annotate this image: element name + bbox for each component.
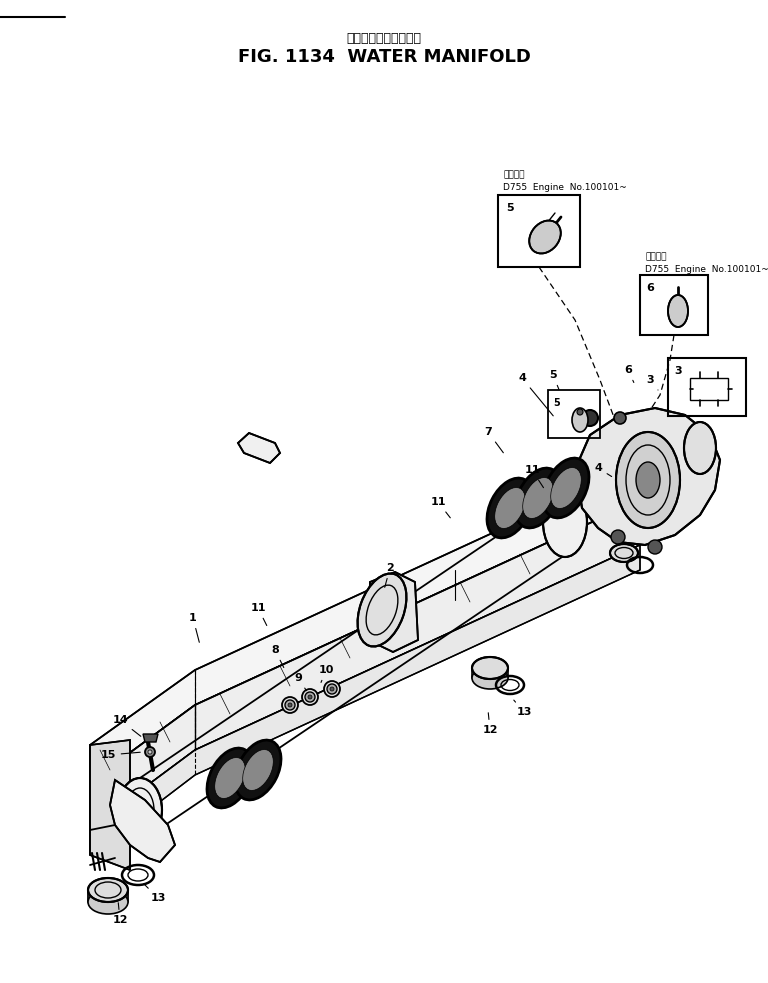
Bar bbox=[690, 378, 728, 400]
Ellipse shape bbox=[551, 468, 581, 508]
Text: 13: 13 bbox=[514, 700, 531, 717]
Ellipse shape bbox=[684, 422, 716, 474]
Text: D755  Engine  No.100101~: D755 Engine No.100101~ bbox=[503, 183, 627, 192]
Text: 12: 12 bbox=[482, 713, 498, 735]
Circle shape bbox=[302, 689, 318, 705]
Text: ウォータマニホールド: ウォータマニホールド bbox=[346, 31, 422, 44]
Ellipse shape bbox=[495, 488, 525, 529]
Text: 12: 12 bbox=[112, 902, 127, 925]
Text: D755  Engine  No.100101~: D755 Engine No.100101~ bbox=[645, 264, 768, 273]
Circle shape bbox=[330, 687, 334, 691]
Ellipse shape bbox=[523, 478, 553, 518]
Polygon shape bbox=[110, 780, 175, 862]
Text: 2: 2 bbox=[385, 563, 394, 587]
Ellipse shape bbox=[88, 878, 128, 902]
Circle shape bbox=[577, 409, 583, 415]
Polygon shape bbox=[368, 572, 418, 652]
Polygon shape bbox=[143, 734, 158, 742]
Ellipse shape bbox=[543, 487, 587, 557]
Text: 適用番号: 適用番号 bbox=[503, 170, 525, 180]
Text: 13: 13 bbox=[144, 884, 166, 903]
Bar bbox=[498, 195, 580, 267]
Circle shape bbox=[145, 747, 155, 757]
Text: 4: 4 bbox=[594, 463, 611, 477]
Circle shape bbox=[648, 540, 662, 554]
Polygon shape bbox=[90, 740, 130, 870]
Polygon shape bbox=[90, 500, 640, 828]
Ellipse shape bbox=[668, 295, 688, 327]
Circle shape bbox=[582, 410, 598, 426]
Ellipse shape bbox=[610, 544, 638, 562]
Circle shape bbox=[327, 684, 337, 694]
Text: 1: 1 bbox=[189, 613, 200, 642]
Text: 5: 5 bbox=[549, 370, 559, 389]
Text: FIG. 1134  WATER MANIFOLD: FIG. 1134 WATER MANIFOLD bbox=[237, 48, 531, 66]
Bar bbox=[668, 358, 746, 416]
Text: 3: 3 bbox=[646, 375, 658, 390]
Circle shape bbox=[611, 530, 625, 544]
Text: 3: 3 bbox=[674, 366, 682, 376]
Text: 9: 9 bbox=[294, 673, 306, 691]
Ellipse shape bbox=[487, 478, 533, 538]
Circle shape bbox=[614, 412, 626, 424]
Text: 10: 10 bbox=[318, 665, 333, 682]
Bar bbox=[640, 275, 708, 335]
Text: 7: 7 bbox=[484, 427, 503, 453]
Circle shape bbox=[285, 700, 295, 710]
Text: 注２: 注２ bbox=[253, 443, 264, 452]
Polygon shape bbox=[90, 465, 640, 782]
Ellipse shape bbox=[572, 408, 588, 432]
Circle shape bbox=[324, 681, 340, 697]
Polygon shape bbox=[238, 433, 280, 463]
Text: 4: 4 bbox=[518, 373, 553, 416]
Polygon shape bbox=[578, 408, 720, 545]
Text: 6: 6 bbox=[646, 283, 654, 293]
Text: 6: 6 bbox=[624, 365, 634, 382]
Text: 11: 11 bbox=[430, 497, 450, 518]
Text: 適用番号: 適用番号 bbox=[645, 253, 667, 261]
Ellipse shape bbox=[215, 758, 245, 798]
Ellipse shape bbox=[636, 462, 660, 498]
Ellipse shape bbox=[207, 748, 253, 808]
Ellipse shape bbox=[529, 220, 561, 254]
Ellipse shape bbox=[472, 667, 508, 689]
Text: 11: 11 bbox=[250, 603, 266, 625]
Ellipse shape bbox=[118, 778, 162, 842]
Ellipse shape bbox=[472, 657, 508, 679]
Ellipse shape bbox=[243, 749, 273, 790]
Ellipse shape bbox=[235, 740, 281, 800]
Text: 11: 11 bbox=[525, 465, 544, 488]
Ellipse shape bbox=[358, 573, 406, 647]
Circle shape bbox=[282, 697, 298, 713]
Text: 5: 5 bbox=[506, 203, 514, 213]
Text: 14: 14 bbox=[112, 715, 141, 736]
Bar bbox=[548, 390, 600, 438]
Circle shape bbox=[305, 692, 315, 702]
Ellipse shape bbox=[543, 458, 589, 518]
Circle shape bbox=[148, 750, 152, 754]
Polygon shape bbox=[90, 545, 640, 855]
Text: 8: 8 bbox=[271, 645, 283, 667]
Text: 5: 5 bbox=[553, 398, 560, 408]
Text: 15: 15 bbox=[101, 750, 141, 760]
Ellipse shape bbox=[616, 432, 680, 528]
Circle shape bbox=[288, 703, 292, 707]
Ellipse shape bbox=[88, 890, 128, 914]
Circle shape bbox=[308, 695, 312, 699]
Ellipse shape bbox=[515, 468, 561, 528]
